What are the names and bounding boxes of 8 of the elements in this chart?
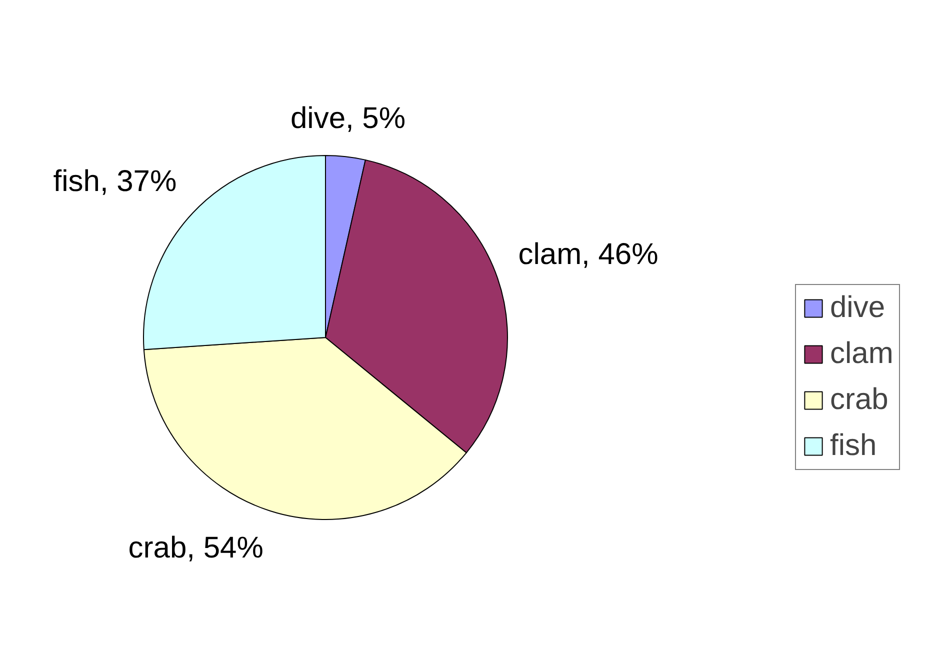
legend-label: dive [830, 291, 886, 325]
data-label: dive, 5% [290, 102, 406, 135]
data-label: clam, 46% [518, 238, 658, 272]
data-label: crab, 54% [128, 532, 264, 565]
legend-label: fish [830, 429, 877, 463]
legend-label: clam [830, 337, 894, 371]
data-label: fish, 37% [53, 165, 177, 198]
legend-label: crab [830, 383, 888, 417]
